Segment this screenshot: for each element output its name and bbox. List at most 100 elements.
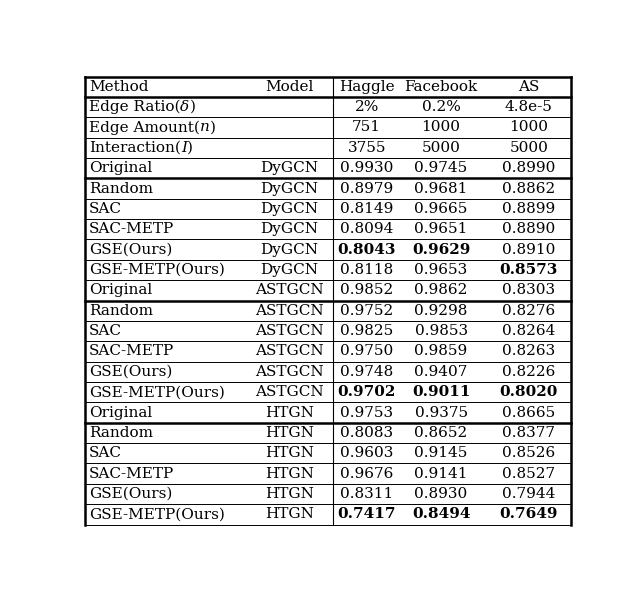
Text: 0.2%: 0.2% <box>422 100 461 114</box>
Text: Method: Method <box>89 80 148 94</box>
Text: 0.9852: 0.9852 <box>340 284 394 297</box>
Text: Random: Random <box>89 182 153 195</box>
Text: ASTGCN: ASTGCN <box>255 304 324 318</box>
Text: 0.8990: 0.8990 <box>502 161 556 175</box>
Text: Interaction(: Interaction( <box>89 141 181 155</box>
Text: 3755: 3755 <box>348 141 386 155</box>
Text: 0.9651: 0.9651 <box>415 222 468 236</box>
Text: ): ) <box>187 141 193 155</box>
Text: 0.9011: 0.9011 <box>412 385 470 399</box>
Text: ): ) <box>189 100 196 114</box>
Text: GSE-METP(Ours): GSE-METP(Ours) <box>89 385 225 399</box>
Text: 0.9930: 0.9930 <box>340 161 394 175</box>
Text: 4.8e-5: 4.8e-5 <box>505 100 553 114</box>
Text: ASTGCN: ASTGCN <box>255 345 324 359</box>
Text: 0.9298: 0.9298 <box>415 304 468 318</box>
Text: SAC-METP: SAC-METP <box>89 345 174 359</box>
Text: 0.9603: 0.9603 <box>340 446 394 461</box>
Text: n: n <box>200 120 210 134</box>
Text: Original: Original <box>89 284 152 297</box>
Text: 0.9407: 0.9407 <box>415 365 468 379</box>
Text: DyGCN: DyGCN <box>260 182 319 195</box>
Text: Random: Random <box>89 304 153 318</box>
Text: 0.9665: 0.9665 <box>415 202 468 216</box>
Text: Edge Amount(: Edge Amount( <box>89 120 200 134</box>
Text: 0.8043: 0.8043 <box>337 243 396 257</box>
Text: SAC: SAC <box>89 324 122 338</box>
Text: HTGN: HTGN <box>265 507 314 522</box>
Text: GSE-METP(Ours): GSE-METP(Ours) <box>89 263 225 277</box>
Text: 0.9702: 0.9702 <box>337 385 396 399</box>
Text: 1000: 1000 <box>509 120 548 134</box>
Text: 0.9375: 0.9375 <box>415 406 468 420</box>
Text: 0.8573: 0.8573 <box>500 263 558 277</box>
Text: 0.8118: 0.8118 <box>340 263 394 277</box>
Text: 0.8276: 0.8276 <box>502 304 556 318</box>
Text: 0.9145: 0.9145 <box>415 446 468 461</box>
Text: 0.7417: 0.7417 <box>337 507 396 522</box>
Text: ASTGCN: ASTGCN <box>255 324 324 338</box>
Text: 0.9753: 0.9753 <box>340 406 393 420</box>
Text: 0.8862: 0.8862 <box>502 182 556 195</box>
Text: DyGCN: DyGCN <box>260 202 319 216</box>
Text: Random: Random <box>89 426 153 440</box>
Text: SAC: SAC <box>89 202 122 216</box>
Text: 751: 751 <box>352 120 381 134</box>
Text: I: I <box>181 141 187 155</box>
Text: DyGCN: DyGCN <box>260 222 319 236</box>
Text: 0.8303: 0.8303 <box>502 284 556 297</box>
Text: 0.8264: 0.8264 <box>502 324 556 338</box>
Text: 0.8094: 0.8094 <box>340 222 394 236</box>
Text: Original: Original <box>89 161 152 175</box>
Text: GSE(Ours): GSE(Ours) <box>89 487 172 501</box>
Text: DyGCN: DyGCN <box>260 243 319 257</box>
Text: ASTGCN: ASTGCN <box>255 385 324 399</box>
Text: 0.8910: 0.8910 <box>502 243 556 257</box>
Text: 0.8226: 0.8226 <box>502 365 556 379</box>
Text: 0.7649: 0.7649 <box>500 507 558 522</box>
Text: Facebook: Facebook <box>404 80 477 94</box>
Text: Haggle: Haggle <box>339 80 394 94</box>
Text: GSE-METP(Ours): GSE-METP(Ours) <box>89 507 225 522</box>
Text: 0.8311: 0.8311 <box>340 487 394 501</box>
Text: 0.9629: 0.9629 <box>412 243 470 257</box>
Text: GSE(Ours): GSE(Ours) <box>89 365 172 379</box>
Text: 0.9825: 0.9825 <box>340 324 394 338</box>
Text: SAC-METP: SAC-METP <box>89 466 174 481</box>
Text: 0.9748: 0.9748 <box>340 365 394 379</box>
Text: 0.9745: 0.9745 <box>415 161 468 175</box>
Text: 0.9750: 0.9750 <box>340 345 394 359</box>
Text: SAC: SAC <box>89 446 122 461</box>
Text: HTGN: HTGN <box>265 426 314 440</box>
Text: 5000: 5000 <box>509 141 548 155</box>
Text: 0.9859: 0.9859 <box>415 345 468 359</box>
Text: 0.8083: 0.8083 <box>340 426 393 440</box>
Text: 0.8377: 0.8377 <box>502 426 556 440</box>
Text: 1000: 1000 <box>422 120 461 134</box>
Text: 0.8149: 0.8149 <box>340 202 394 216</box>
Text: Original: Original <box>89 406 152 420</box>
Text: 0.8665: 0.8665 <box>502 406 556 420</box>
Text: 0.9681: 0.9681 <box>415 182 468 195</box>
Text: HTGN: HTGN <box>265 466 314 481</box>
Text: 0.8526: 0.8526 <box>502 446 556 461</box>
Text: ): ) <box>210 120 216 134</box>
Text: 0.8930: 0.8930 <box>415 487 468 501</box>
Text: 0.8263: 0.8263 <box>502 345 556 359</box>
Text: 0.9853: 0.9853 <box>415 324 468 338</box>
Text: Edge Ratio(: Edge Ratio( <box>89 100 180 114</box>
Text: SAC-METP: SAC-METP <box>89 222 174 236</box>
Text: DyGCN: DyGCN <box>260 263 319 277</box>
Text: 5000: 5000 <box>422 141 461 155</box>
Text: 0.8890: 0.8890 <box>502 222 556 236</box>
Text: 0.9862: 0.9862 <box>415 284 468 297</box>
Text: Model: Model <box>266 80 314 94</box>
Text: δ: δ <box>180 100 189 114</box>
Text: GSE(Ours): GSE(Ours) <box>89 243 172 257</box>
Text: 0.9653: 0.9653 <box>415 263 468 277</box>
Text: 2%: 2% <box>355 100 379 114</box>
Text: HTGN: HTGN <box>265 487 314 501</box>
Text: AS: AS <box>518 80 540 94</box>
Text: 0.8020: 0.8020 <box>500 385 558 399</box>
Text: ASTGCN: ASTGCN <box>255 365 324 379</box>
